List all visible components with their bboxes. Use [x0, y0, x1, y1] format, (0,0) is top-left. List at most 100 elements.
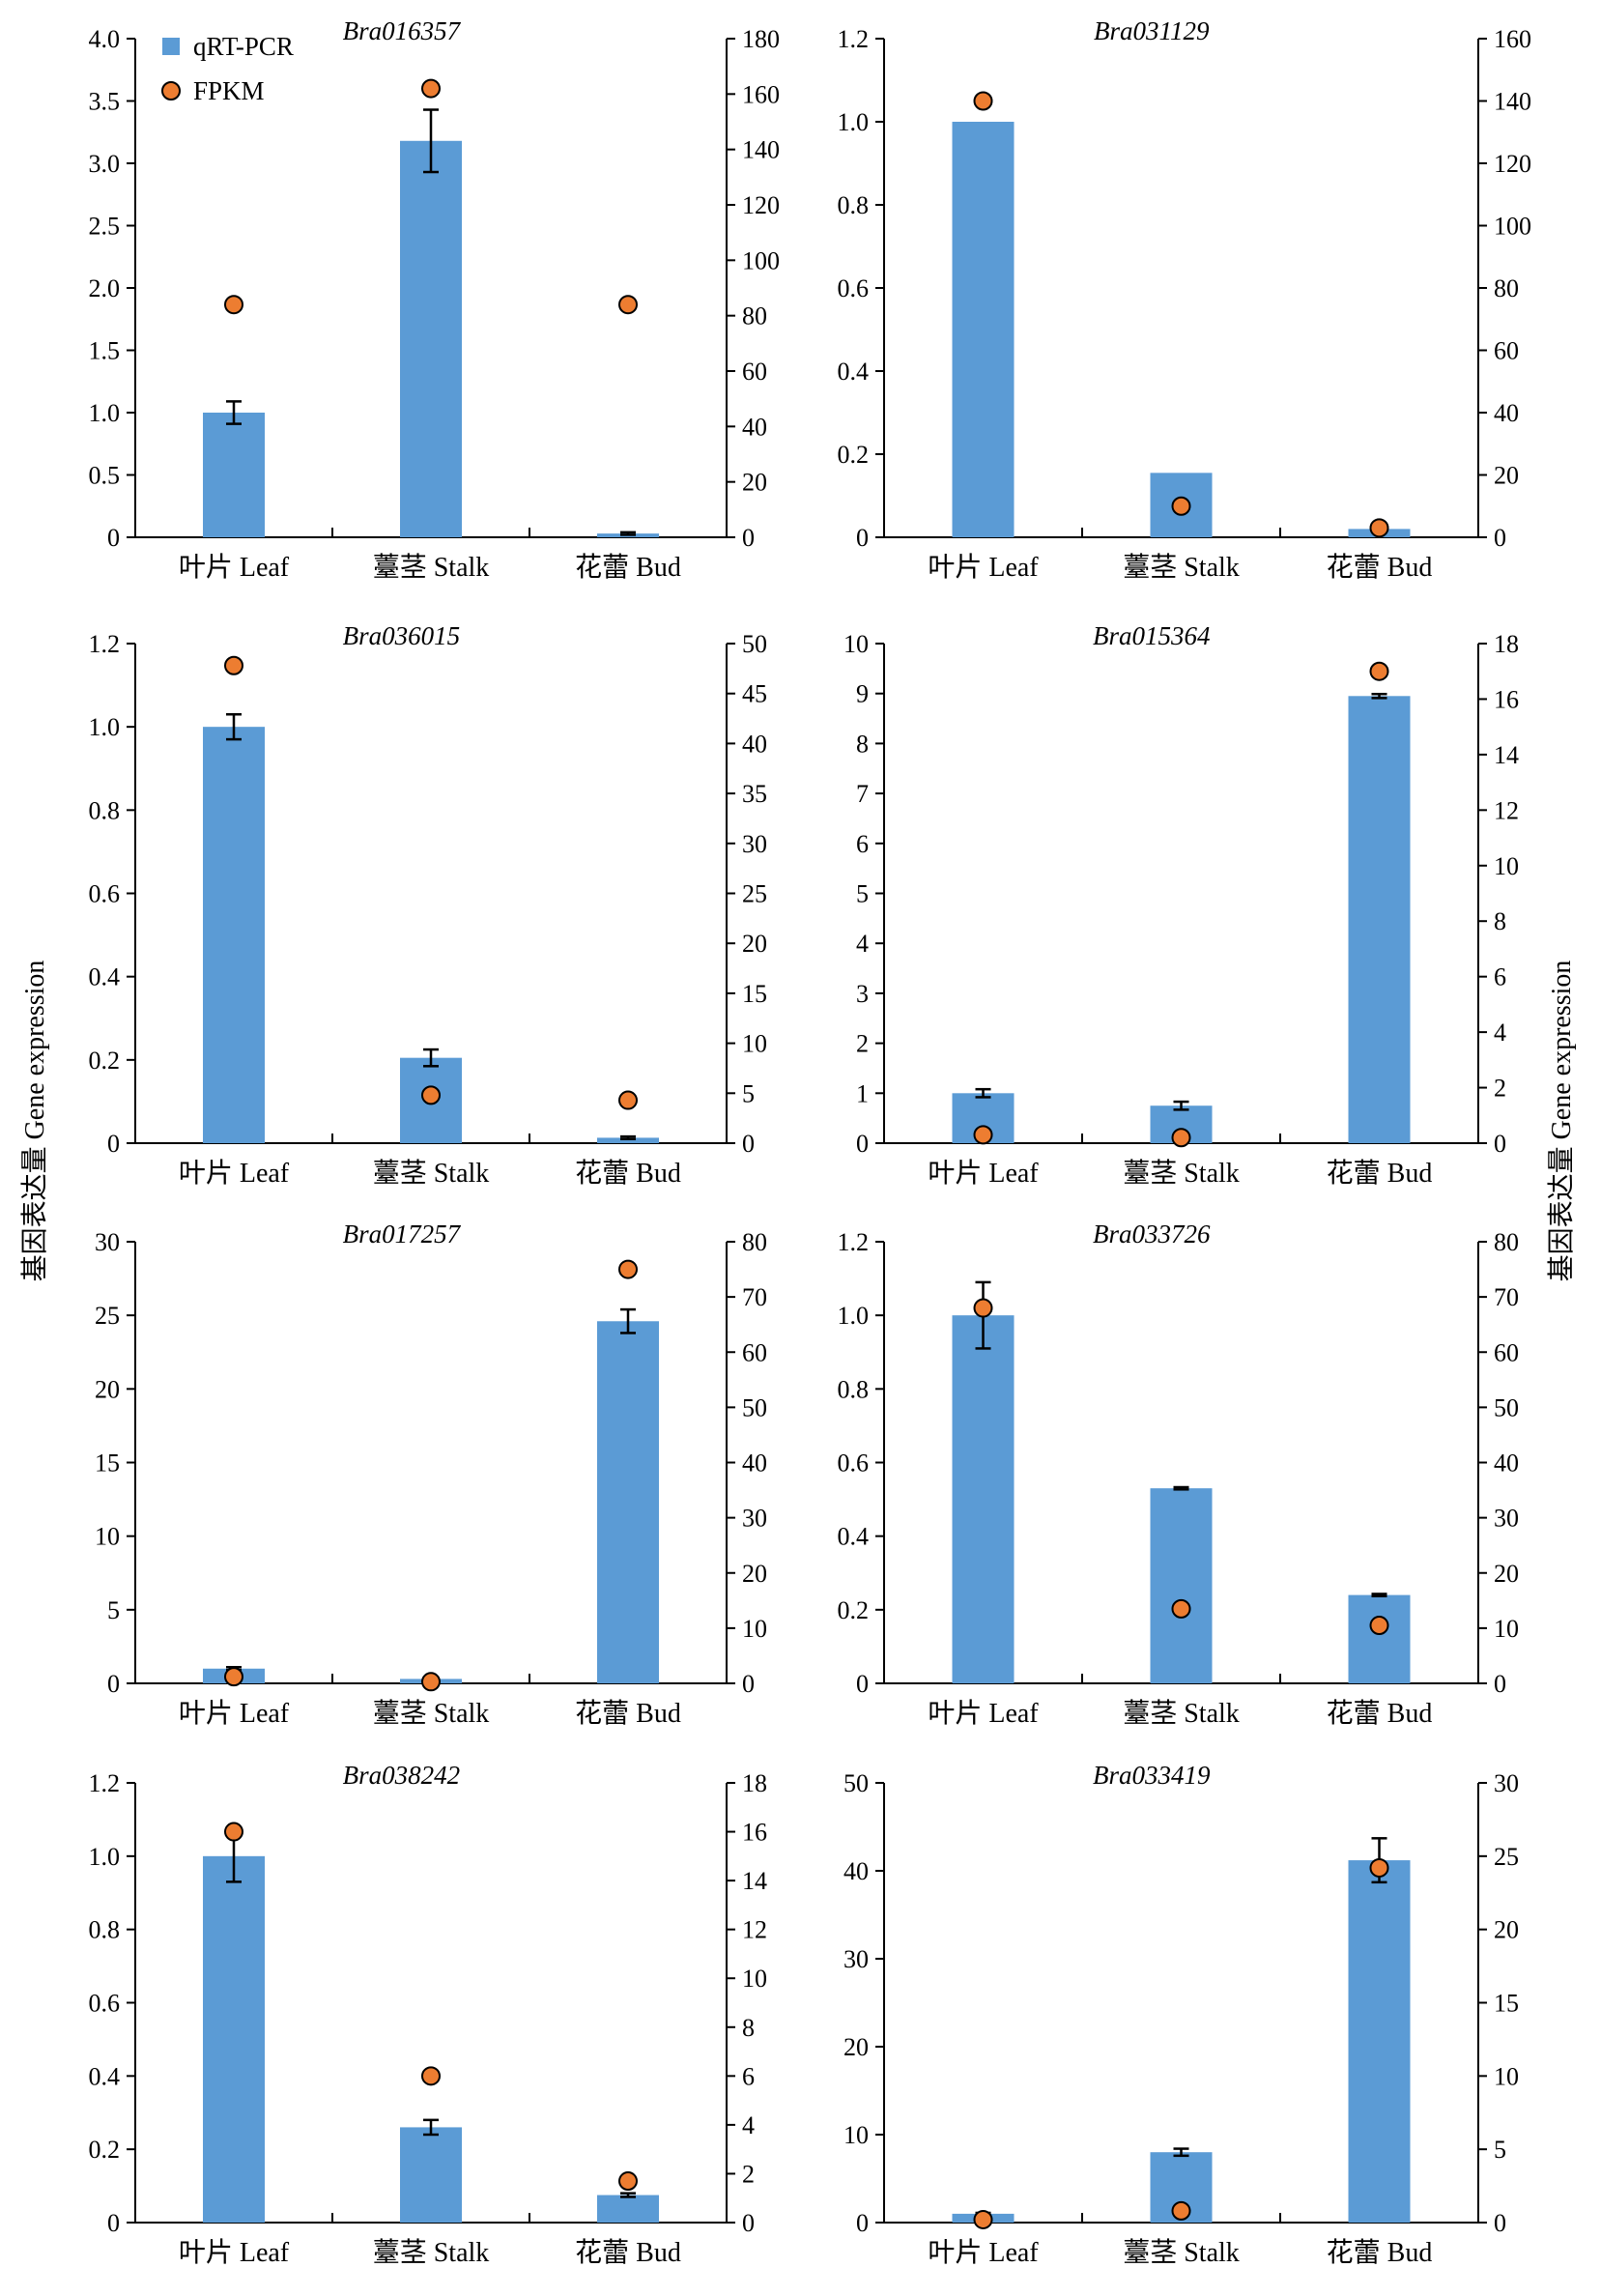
right-tick-label: 10 — [1494, 2062, 1519, 2090]
right-tick-label: 6 — [1494, 963, 1506, 991]
right-tick-label: 20 — [1494, 1916, 1519, 1944]
right-tick-label: 10 — [742, 1965, 767, 1993]
left-side-axis-title: 基因表达量 Gene expression — [19, 961, 50, 1282]
category-label: 花蕾 Bud — [1327, 552, 1433, 583]
left-tick-label: 0 — [856, 1670, 869, 1698]
chart-title: Bra033726 — [1093, 1220, 1211, 1248]
chart-title: Bra033419 — [1093, 1761, 1211, 1790]
left-tick-label: 5 — [107, 1596, 120, 1624]
left-tick-label: 2 — [856, 1030, 869, 1058]
fpkm-point-1 — [973, 2209, 993, 2229]
left-tick-label: 0.2 — [838, 441, 870, 469]
category-label: 花蕾 Bud — [1327, 2237, 1433, 2268]
legend-swatch-circle — [161, 81, 181, 100]
right-tick-label: 5 — [742, 1079, 755, 1107]
left-tick-label: 1 — [856, 1079, 869, 1107]
right-tick-label: 70 — [1494, 1283, 1519, 1311]
right-tick-label: 0 — [1494, 2209, 1506, 2237]
right-tick-label: 16 — [1494, 685, 1519, 713]
category-label: 花蕾 Bud — [1327, 1698, 1433, 1729]
fpkm-point-3 — [1369, 1616, 1389, 1636]
right-tick-label: 100 — [1494, 213, 1531, 241]
right-tick-label: 50 — [1494, 1393, 1519, 1421]
fpkm-point-3 — [1369, 1857, 1389, 1878]
bar-qrt-pcr-3 — [1348, 1860, 1411, 2223]
left-tick-label: 1.0 — [838, 108, 870, 136]
chart-title: Bra017257 — [343, 1220, 462, 1248]
left-tick-label: 0.4 — [838, 1523, 870, 1551]
category-label: 薹茎 Stalk — [1123, 1698, 1240, 1729]
chart-panel-Bra017257: 0 5 10 15 20 25 30 0 10 20 30 40 50 60 70 80 叶片 Leaf 薹茎 S… — [95, 1220, 767, 1729]
left-tick-label: 0.4 — [838, 358, 870, 386]
right-tick-label: 20 — [742, 1560, 767, 1588]
right-tick-label: 0 — [1494, 1130, 1506, 1158]
bar-qrt-pcr-1 — [952, 1315, 1015, 1683]
right-tick-label: 80 — [742, 1228, 767, 1256]
chart-title: Bra016357 — [343, 16, 462, 45]
left-tick-label: 50 — [843, 1769, 869, 1797]
chart-panel-Bra038242: 0 0.2 0.4 0.6 0.8 1.0 1.2 0 2 4 6 8 10 12 14 16 18 叶片 Lea… — [89, 1761, 768, 2268]
right-tick-label: 12 — [742, 1916, 767, 1944]
right-tick-label: 50 — [742, 630, 767, 658]
fpkm-point-2 — [1171, 496, 1191, 516]
right-tick-label: 2 — [1494, 1075, 1506, 1103]
right-tick-label: 30 — [742, 1505, 767, 1533]
left-tick-label: 10 — [843, 630, 869, 658]
chart-panel-Bra033419: 0 10 20 30 40 50 0 5 10 15 20 25 30 叶片 Leaf 薹茎 Stalk 花蕾… — [843, 1761, 1519, 2268]
bar-qrt-pcr-3 — [597, 1321, 659, 1683]
chart-panels: 00.51.01.52.02.53.03.54.0020406080100120… — [89, 16, 1532, 2268]
left-tick-label: 7 — [856, 780, 869, 808]
category-label: 叶片 Leaf — [179, 2237, 290, 2268]
left-tick-label: 0.8 — [89, 1916, 121, 1944]
right-tick-label: 20 — [742, 930, 767, 958]
fpkm-point-1 — [224, 655, 243, 675]
right-tick-label: 50 — [742, 1393, 767, 1421]
bar-qrt-pcr-3 — [597, 2195, 659, 2223]
right-tick-label: 25 — [742, 880, 767, 908]
left-tick-label: 30 — [843, 1945, 869, 1973]
left-tick-label: 0 — [107, 1670, 120, 1698]
right-tick-label: 180 — [742, 25, 780, 53]
right-tick-label: 10 — [1494, 1615, 1519, 1643]
right-tick-label: 45 — [742, 680, 767, 708]
chart-title: Bra015364 — [1093, 621, 1211, 650]
fpkm-point-2 — [421, 2066, 441, 2086]
left-tick-label: 0.6 — [838, 274, 870, 302]
fpkm-point-1 — [224, 1822, 243, 1842]
left-tick-label: 10 — [95, 1523, 120, 1551]
fpkm-point-3 — [618, 2171, 638, 2192]
right-tick-label: 120 — [1494, 150, 1531, 178]
chart-title: Bra031129 — [1094, 16, 1210, 45]
fpkm-point-3 — [1369, 661, 1389, 681]
right-tick-label: 25 — [1494, 1843, 1519, 1871]
right-tick-label: 18 — [742, 1769, 767, 1797]
right-tick-label: 20 — [1494, 1560, 1519, 1588]
right-tick-label: 8 — [1494, 907, 1506, 935]
right-tick-label: 14 — [1494, 741, 1519, 769]
category-label: 薹茎 Stalk — [1123, 2237, 1240, 2268]
right-tick-label: 40 — [742, 730, 767, 758]
left-tick-label: 5 — [856, 880, 869, 908]
fpkm-point-2 — [421, 78, 441, 99]
right-tick-label: 80 — [742, 302, 767, 330]
left-tick-label: 0 — [856, 1130, 869, 1158]
category-label: 薹茎 Stalk — [1123, 1158, 1240, 1189]
right-tick-label: 40 — [1494, 399, 1519, 427]
bar-qrt-pcr-3 — [1348, 696, 1411, 1143]
fpkm-point-3 — [618, 295, 638, 315]
right-tick-label: 35 — [742, 780, 767, 808]
bar-qrt-pcr-1 — [203, 727, 265, 1143]
fpkm-point-2 — [421, 1672, 441, 1692]
right-tick-label: 0 — [742, 2209, 755, 2237]
left-tick-label: 0.2 — [838, 1596, 870, 1624]
left-tick-label: 9 — [856, 680, 869, 708]
left-tick-label: 0.4 — [89, 963, 121, 991]
left-tick-label: 20 — [95, 1375, 120, 1403]
right-tick-label: 60 — [742, 1338, 767, 1366]
right-tick-label: 18 — [1494, 630, 1519, 658]
right-tick-label: 30 — [1494, 1505, 1519, 1533]
chart-panel-Bra016357: 0 0.5 1.0 1.5 2.0 2.5 3.0 3.5 4.0 0 20 40 60 80 100 120… — [89, 16, 781, 583]
right-tick-label: 5 — [1494, 2136, 1506, 2164]
fpkm-point-1 — [224, 295, 243, 315]
